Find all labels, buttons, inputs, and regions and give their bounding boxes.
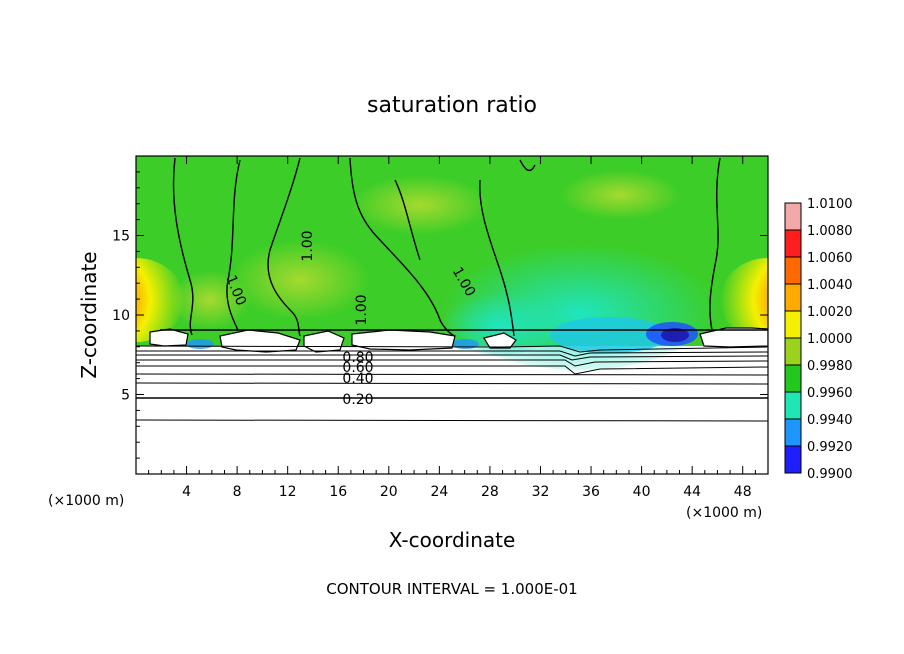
y-tick-label: 5 [121,388,130,404]
y-tick-label: 15 [112,229,130,245]
field-blue-zone [451,339,479,349]
contour-label: 1.00 [354,294,370,325]
contour-lines-upper [160,157,768,337]
contour-label: 1.00 [300,230,316,261]
y-axis: 5 10 15 [112,171,768,459]
field-cyan-zone [550,317,670,353]
x-tick-label: 16 [329,484,347,500]
field-left-edge [136,258,184,342]
field-patch [560,170,680,220]
x-unit-label-left: (×1000 m) [48,493,124,509]
colorbar-band [785,338,801,366]
x-tick-label: 44 [683,484,701,500]
y-tick-label: 10 [112,308,130,324]
colorbar-band [785,392,801,420]
x-tick-label: 36 [582,484,600,500]
x-tick-label: 24 [430,484,448,500]
colorbar-label: 1.0040 [807,278,853,293]
x-axis-title: X-coordinate [389,528,516,552]
colorbar-label: 1.0100 [807,197,853,212]
x-tick-label: 40 [633,484,651,500]
x-tick-label: 28 [481,484,499,500]
contour-lines-lower [136,345,768,422]
field-right-edge [720,258,768,342]
cloud-blob [483,332,517,349]
field-patch [170,270,250,330]
contour-label: 0.60 [342,360,373,376]
x-tick-label: 8 [233,484,242,500]
field-patch [350,175,490,235]
colorbar: 1.0100 1.0080 1.0060 1.0040 1.0020 1.0000 0.99… [784,197,853,482]
colorbar-label: 0.9980 [807,359,853,374]
x-axis: 4 8 12 16 20 24 28 32 36 40 44 48 [148,156,756,500]
plot-area [136,156,768,474]
colorbar-band [785,365,801,393]
x-tick-label: 48 [734,484,752,500]
colorbar-band [785,311,801,339]
colorbar-band [785,284,801,312]
x-tick-label: 20 [380,484,398,500]
contour-interval-note: CONTOUR INTERVAL = 1.000E-01 [326,580,577,598]
contour-label: 0.20 [342,392,373,408]
colorbar-band [785,230,801,258]
colorbar-label: 0.9960 [807,386,853,401]
colorbar-band [785,419,801,447]
colorbar-label: 0.9920 [807,440,853,455]
field-blue-zone [186,339,214,349]
chart-title: saturation ratio [367,93,537,118]
colorbar-label: 0.9900 [807,467,853,482]
x-unit-label-right: (×1000 m) [686,505,762,521]
colorbar-band [785,257,801,285]
colorbar-band [785,446,801,474]
contour-label: 0.40 [342,371,373,387]
contour-label: 0.80 [342,350,373,366]
field-cyan-zone [440,285,560,355]
colorbar-band [785,203,801,231]
cloud-blob [699,327,768,348]
cloud-blob [149,328,189,347]
field-patch [230,240,370,320]
colorbar-label: 1.0080 [807,224,853,239]
x-tick-label: 32 [532,484,550,500]
x-tick-label: 12 [279,484,297,500]
colorbar-label: 1.0060 [807,251,853,266]
colorbar-label: 0.9940 [807,413,853,428]
colorbar-label: 1.0000 [807,332,853,347]
colorbar-label: 1.0020 [807,305,853,320]
field-blue-core [661,328,689,342]
y-axis-title: Z-coordinate [77,251,101,378]
x-tick-label: 4 [182,484,191,500]
